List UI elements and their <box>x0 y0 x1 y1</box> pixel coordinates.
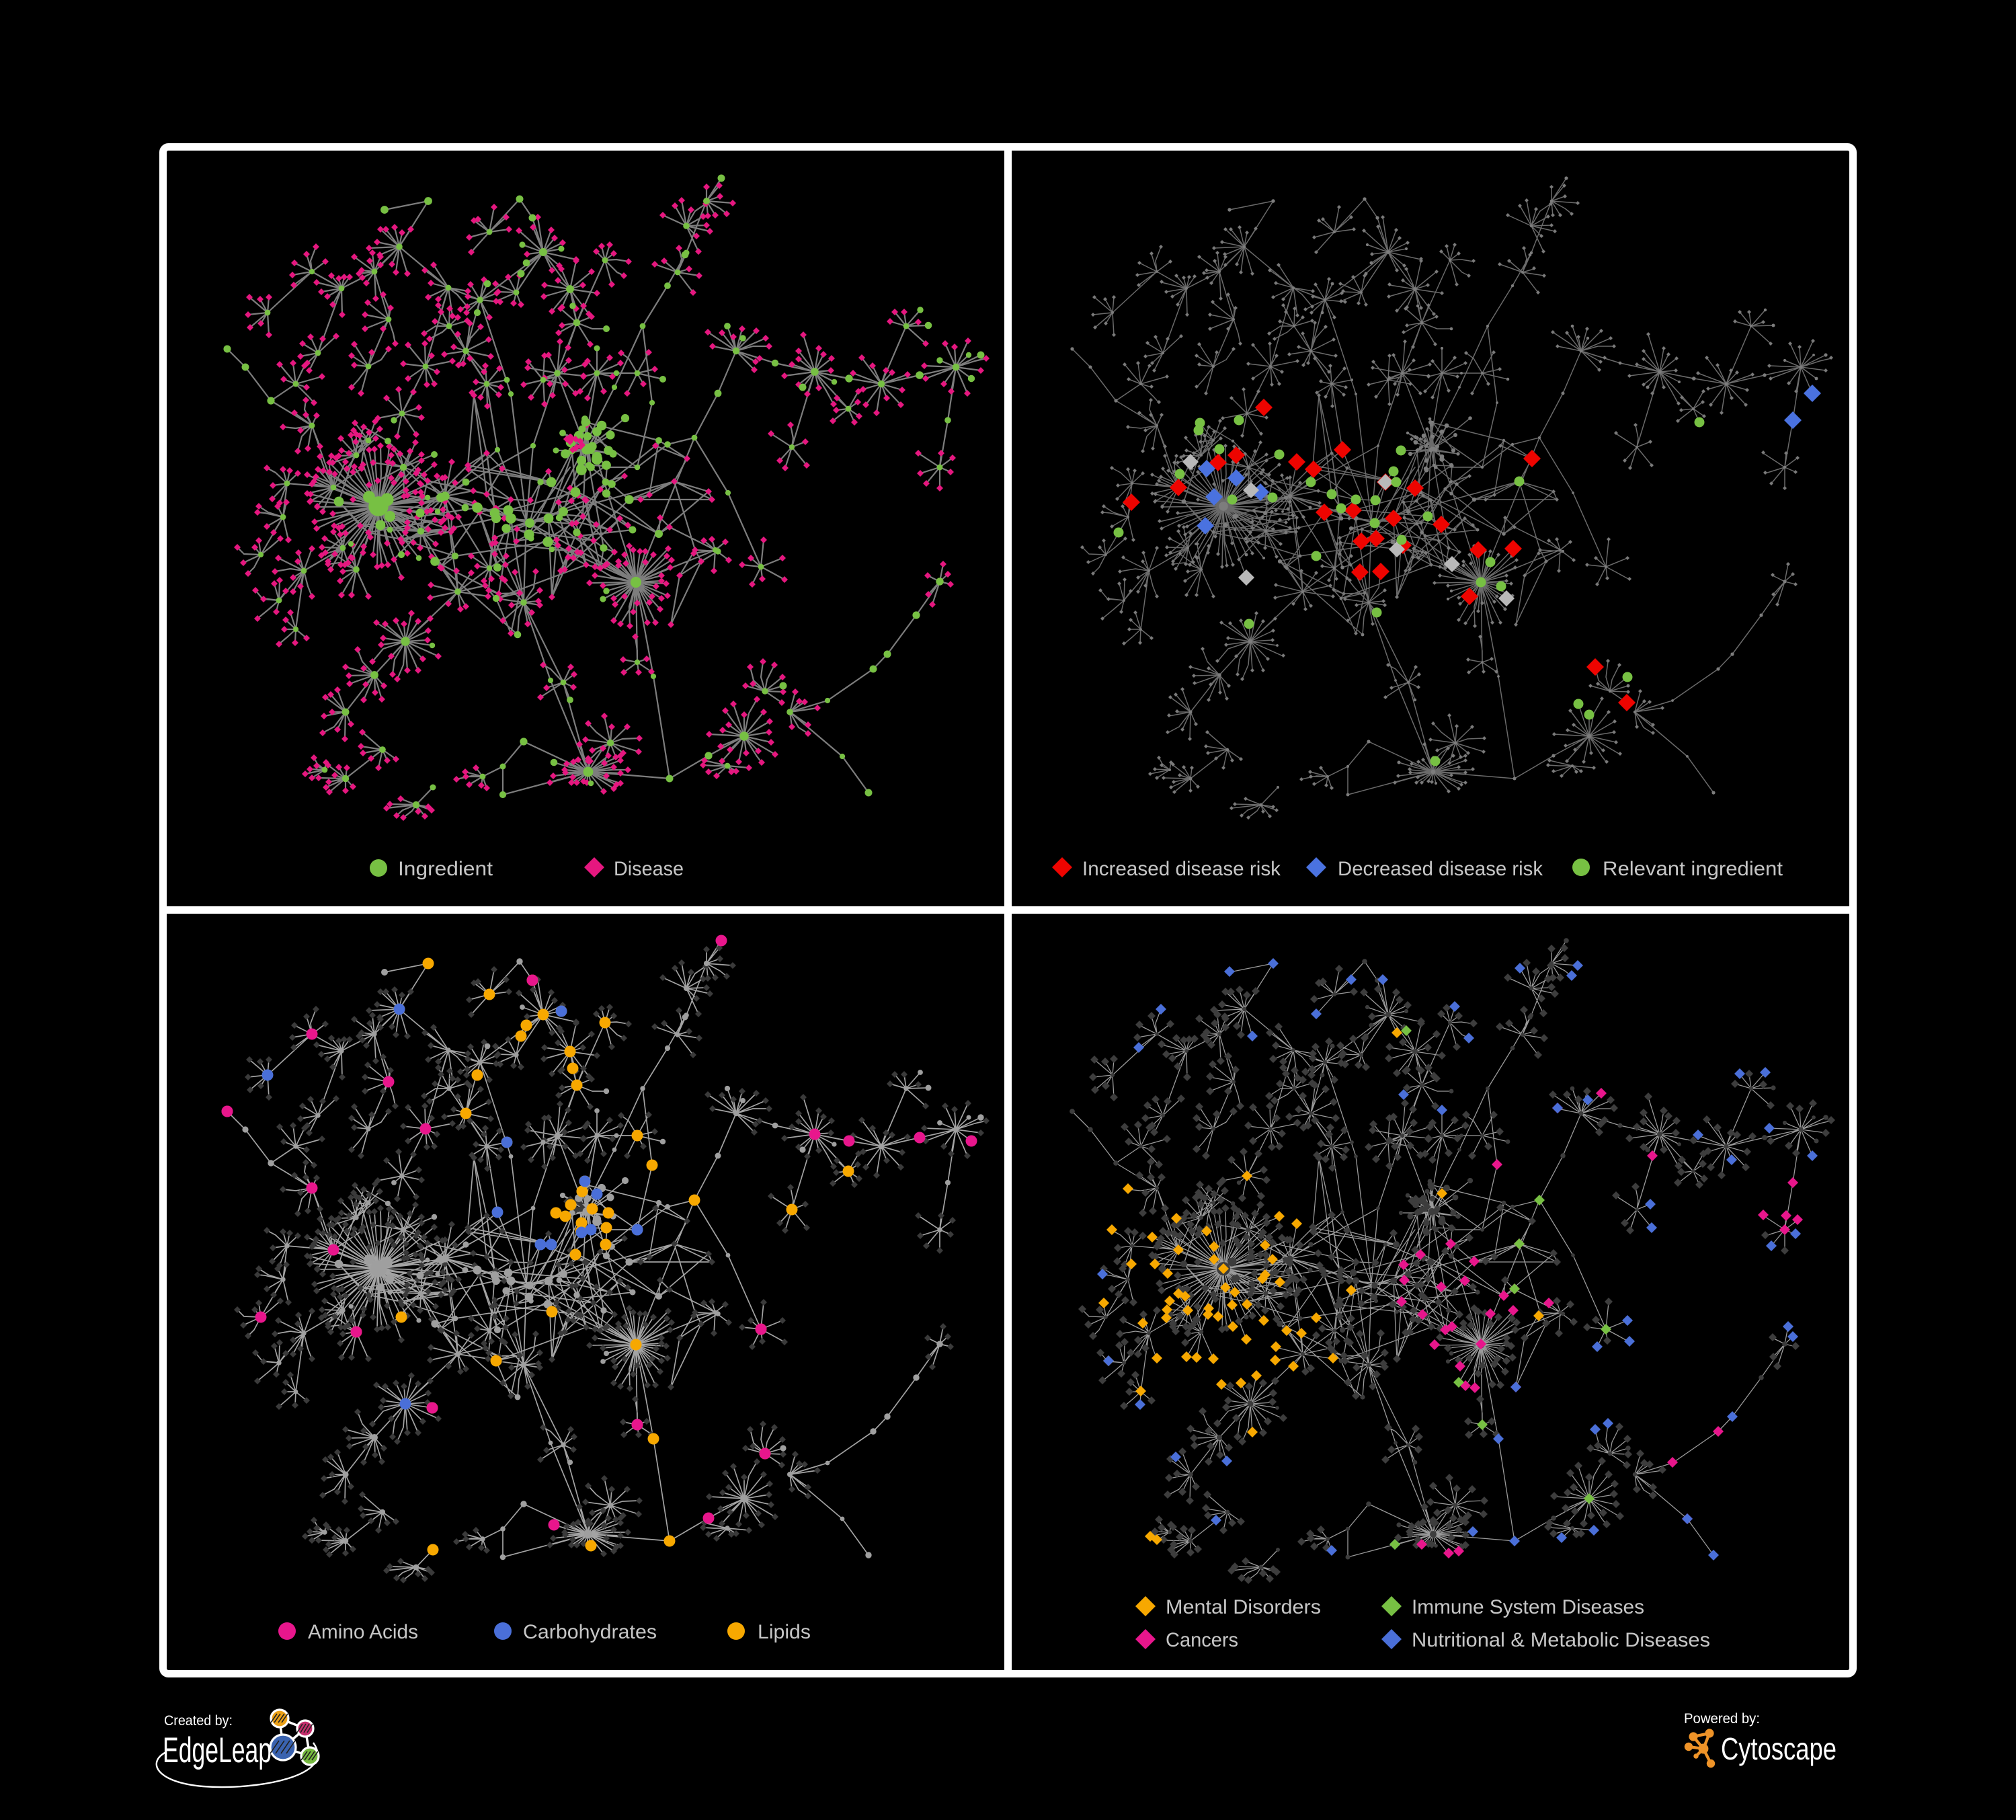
svg-text:EdgeLeap: EdgeLeap <box>163 1731 272 1770</box>
svg-text:Created by:: Created by: <box>164 1713 233 1729</box>
svg-text:Immune System Diseases: Immune System Diseases <box>1412 1596 1644 1618</box>
svg-text:Mental Disorders: Mental Disorders <box>1166 1596 1321 1618</box>
svg-text:Nutritional & Metabolic Diseas: Nutritional & Metabolic Diseases <box>1412 1629 1710 1651</box>
svg-text:Cancers: Cancers <box>1166 1629 1238 1651</box>
svg-text:Carbohydrates: Carbohydrates <box>523 1621 657 1643</box>
svg-text:Relevant ingredient: Relevant ingredient <box>1603 858 1783 880</box>
svg-text:Disease: Disease <box>614 858 684 880</box>
svg-text:Lipids: Lipids <box>758 1621 811 1643</box>
svg-text:Powered by:: Powered by: <box>1684 1711 1760 1727</box>
svg-text:Amino Acids: Amino Acids <box>308 1621 418 1643</box>
svg-text:Decreased disease risk: Decreased disease risk <box>1338 858 1543 880</box>
svg-text:Cytoscape: Cytoscape <box>1721 1731 1837 1766</box>
svg-text:Increased disease risk: Increased disease risk <box>1082 858 1281 880</box>
svg-text:Ingredient: Ingredient <box>398 858 493 880</box>
